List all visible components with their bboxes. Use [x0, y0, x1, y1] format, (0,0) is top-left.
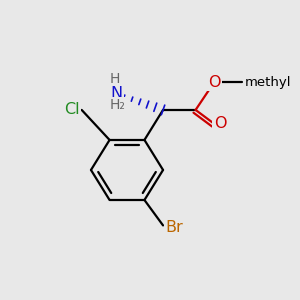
Text: O: O	[208, 75, 220, 90]
Text: N: N	[110, 86, 123, 101]
Text: Cl: Cl	[64, 102, 79, 117]
Text: H: H	[110, 72, 120, 86]
Text: Br: Br	[165, 220, 183, 235]
Text: O: O	[214, 116, 226, 131]
Text: methyl: methyl	[244, 76, 291, 89]
Text: H₂: H₂	[110, 98, 126, 112]
